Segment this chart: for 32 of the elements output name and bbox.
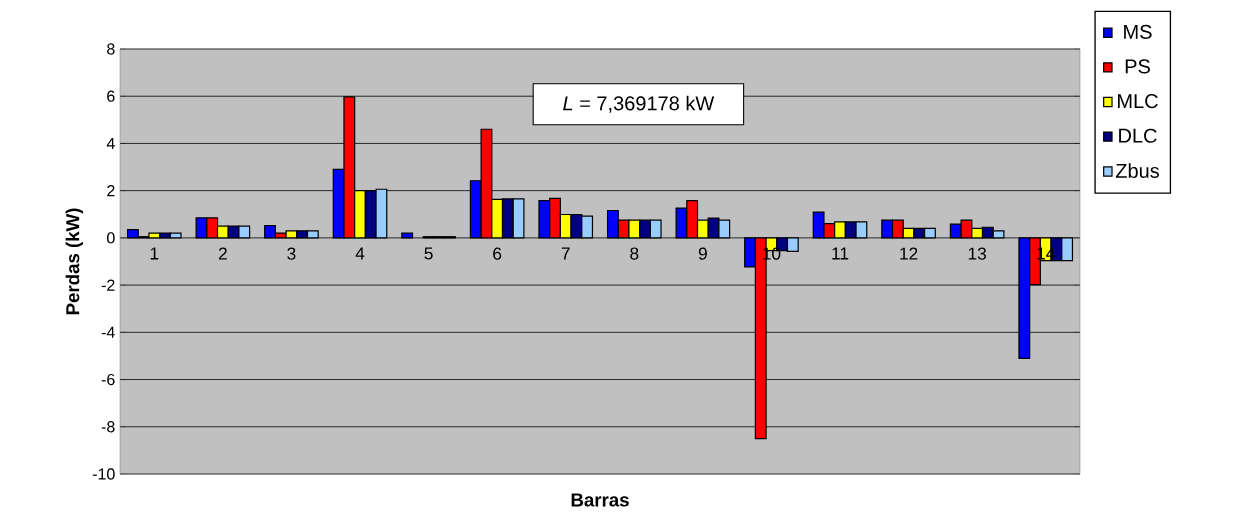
x-axis-title: Barras xyxy=(571,493,629,507)
y-tick-label: -4 xyxy=(101,326,115,338)
x-tick-label: 12 xyxy=(900,247,918,260)
legend-label: MLC xyxy=(1118,94,1158,109)
x-tick-label: 5 xyxy=(424,247,433,260)
legend-label: PS xyxy=(1125,59,1150,74)
y-tick-label: 0 xyxy=(107,232,115,244)
y-tick-label: 2 xyxy=(107,185,115,197)
legend-label: DLC xyxy=(1119,128,1157,143)
x-tick-label: 4 xyxy=(355,247,365,260)
x-tick-label: 2 xyxy=(218,247,227,260)
x-tick-label: 9 xyxy=(698,247,707,260)
y-tick-label: 4 xyxy=(106,137,115,149)
annotation: L = 7,369178 kW xyxy=(563,95,715,113)
x-tick-label: 8 xyxy=(630,247,639,260)
x-tick-label: 11 xyxy=(832,247,849,260)
x-tick-label: 3 xyxy=(287,247,296,260)
y-tick-label: -8 xyxy=(101,421,115,433)
bar xyxy=(401,232,414,239)
y-tick-label: -6 xyxy=(101,373,115,386)
legend-label: MS xyxy=(1124,24,1152,39)
y-tick-label: 8 xyxy=(107,43,115,55)
x-tick-label: 7 xyxy=(561,247,570,260)
x-tick-label: 13 xyxy=(968,247,987,260)
x-tick-label: 6 xyxy=(493,247,502,260)
x-tick-label: 14 xyxy=(1037,247,1055,260)
legend-label: Zbus xyxy=(1115,163,1159,178)
y-tick-label: -2 xyxy=(101,279,115,291)
y-tick-label: -10 xyxy=(92,468,115,480)
y-tick-label: 6 xyxy=(107,90,115,102)
y-axis-title: Perdas (kW) xyxy=(65,208,84,315)
x-tick-label: 1 xyxy=(150,247,159,260)
